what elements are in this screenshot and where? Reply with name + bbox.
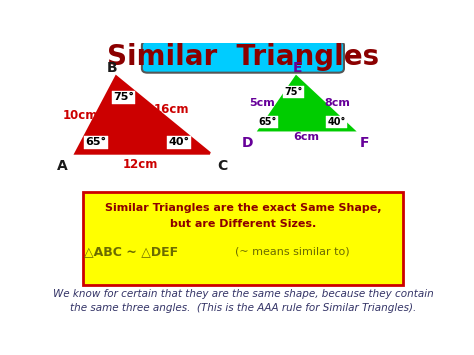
Text: 8cm: 8cm xyxy=(324,98,350,108)
Text: 75°: 75° xyxy=(113,92,134,102)
Text: Similar  Triangles: Similar Triangles xyxy=(107,43,379,71)
FancyBboxPatch shape xyxy=(142,41,344,73)
Text: 65°: 65° xyxy=(259,117,277,127)
FancyBboxPatch shape xyxy=(83,192,403,284)
Text: D: D xyxy=(241,136,253,149)
Text: C: C xyxy=(217,159,228,173)
Text: F: F xyxy=(360,136,369,149)
Polygon shape xyxy=(259,77,353,130)
Text: but are Different Sizes.: but are Different Sizes. xyxy=(170,219,316,229)
Text: E: E xyxy=(292,61,302,75)
Text: 16cm: 16cm xyxy=(154,103,189,116)
Text: 6cm: 6cm xyxy=(293,132,319,142)
Text: 40°: 40° xyxy=(328,117,346,127)
Text: 65°: 65° xyxy=(85,137,107,147)
Text: A: A xyxy=(57,159,68,173)
Polygon shape xyxy=(76,77,210,153)
Text: (~ means similar to): (~ means similar to) xyxy=(235,247,350,257)
Text: △ABC ~ △DEF: △ABC ~ △DEF xyxy=(84,245,178,258)
Text: We know for certain that they are the same shape, because they contain
the same : We know for certain that they are the sa… xyxy=(53,289,433,313)
Text: 75°: 75° xyxy=(284,87,303,97)
Text: 40°: 40° xyxy=(168,137,189,147)
Text: 5cm: 5cm xyxy=(249,98,275,108)
Text: Similar Triangles are the exact Same Shape,: Similar Triangles are the exact Same Sha… xyxy=(105,203,381,213)
Text: 10cm: 10cm xyxy=(63,109,98,121)
Text: 12cm: 12cm xyxy=(122,158,158,171)
Text: B: B xyxy=(107,61,117,75)
